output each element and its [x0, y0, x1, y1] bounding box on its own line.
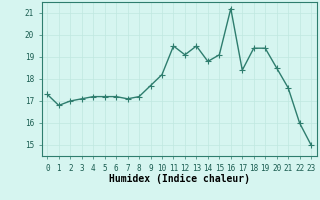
X-axis label: Humidex (Indice chaleur): Humidex (Indice chaleur): [109, 174, 250, 184]
